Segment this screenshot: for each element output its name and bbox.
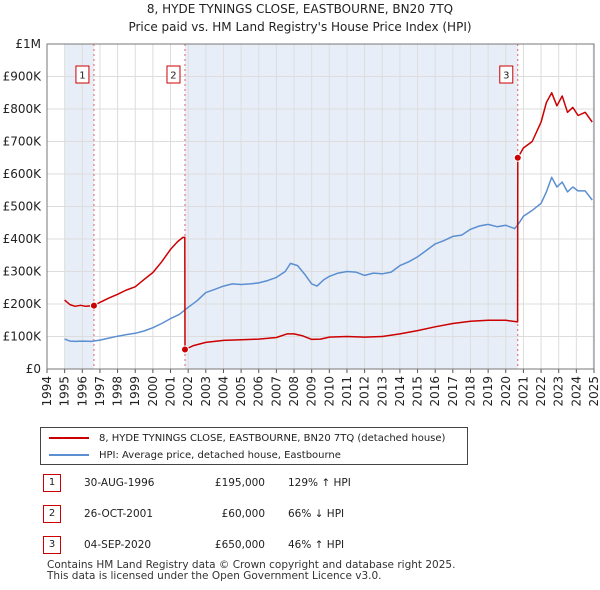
y-tick-label: £300K [3, 265, 43, 279]
x-tick-label: 2021 [516, 376, 530, 407]
x-tick-label: 2008 [287, 376, 301, 407]
x-tick-label: 2016 [428, 376, 442, 407]
x-tick-label: 1998 [111, 376, 125, 407]
transaction-point [89, 301, 98, 310]
transaction-hpi-change: 66% ↓ HPI [288, 508, 345, 520]
y-tick-label: £400K [3, 232, 43, 246]
footer-copyright: Contains HM Land Registry data © Crown c… [47, 559, 456, 571]
y-tick-label: £0 [26, 362, 41, 376]
transaction-label-box [499, 65, 514, 84]
y-tick-label: £500K [3, 200, 43, 214]
transaction-label: 2 [170, 71, 176, 82]
x-tick-label: 1995 [58, 376, 72, 407]
price-chart: 8, HYDE TYNINGS CLOSE, EASTBOURNE, BN20 … [3, 2, 600, 407]
x-tick-label: 2006 [252, 376, 266, 407]
y-tick-label: £800K [3, 102, 43, 116]
x-tick-label: 2003 [199, 376, 213, 407]
x-tick-label: 2012 [358, 376, 372, 407]
transaction-label-box [75, 65, 90, 84]
y-tick-label: £700K [3, 135, 43, 149]
hpi-series-line [64, 176, 593, 343]
x-tick-label: 2018 [463, 376, 477, 407]
x-tick-label: 2001 [164, 376, 178, 407]
transaction-date: 04-SEP-2020 [84, 539, 152, 551]
transaction-label: 1 [79, 71, 85, 82]
x-tick-label: 2017 [446, 376, 460, 407]
x-tick-label: 2005 [234, 376, 248, 407]
legend-label-hpi: HPI: Average price, detached house, East… [99, 449, 341, 461]
x-tick-label: 1996 [75, 376, 89, 407]
plot-frame [46, 43, 595, 370]
property-series-line [64, 92, 593, 351]
x-tick-label: 1999 [128, 376, 142, 407]
chart-title: 8, HYDE TYNINGS CLOSE, EASTBOURNE, BN20 … [147, 2, 453, 16]
legend-swatch-property [49, 437, 89, 439]
x-tick-label: 2015 [411, 376, 425, 407]
transaction-label: 3 [503, 71, 509, 82]
x-tick-label: 2024 [569, 376, 583, 407]
x-tick-label: 2000 [146, 376, 160, 407]
y-tick-label: £600K [3, 167, 43, 181]
x-tick-label: 2025 [587, 376, 600, 407]
transaction-hpi-change: 129% ↑ HPI [288, 477, 351, 489]
x-tick-label: 2013 [375, 376, 389, 407]
footer-license: This data is licensed under the Open Gov… [47, 570, 382, 582]
transaction-number: 1 [43, 474, 61, 492]
x-tick-label: 1997 [93, 376, 107, 407]
transaction-price: £650,000 [214, 539, 265, 551]
x-tick-label: 2004 [216, 376, 230, 407]
transaction-price: £60,000 [221, 508, 265, 520]
x-tick-label: 2009 [305, 376, 319, 407]
x-tick-label: 2020 [499, 376, 513, 407]
transaction-point [513, 153, 522, 162]
y-tick-label: £200K [3, 297, 43, 311]
legend-label-property: 8, HYDE TYNINGS CLOSE, EASTBOURNE, BN20 … [99, 432, 446, 444]
transaction-date: 30-AUG-1996 [84, 477, 155, 489]
x-tick-label: 1994 [40, 376, 54, 407]
transaction-date: 26-OCT-2001 [84, 508, 153, 520]
y-tick-label: £1M [15, 37, 41, 51]
transaction-number: 3 [43, 536, 61, 554]
x-tick-label: 2022 [534, 376, 548, 407]
footer: Contains HM Land Registry data © Crown c… [47, 560, 455, 582]
transaction-point [180, 345, 189, 354]
legend-item-property: 8, HYDE TYNINGS CLOSE, EASTBOURNE, BN20 … [49, 431, 445, 445]
x-tick-label: 2023 [552, 376, 566, 407]
transaction-label-box [166, 65, 181, 84]
transaction-hpi-change: 46% ↑ HPI [288, 539, 345, 551]
x-tick-label: 2011 [340, 376, 354, 407]
legend-item-hpi: HPI: Average price, detached house, East… [49, 448, 341, 462]
x-tick-label: 2007 [269, 376, 283, 407]
x-tick-label: 2010 [322, 376, 336, 407]
transaction-price: £195,000 [214, 477, 265, 489]
legend-swatch-hpi [49, 454, 89, 456]
y-tick-label: £100K [3, 330, 43, 344]
x-tick-label: 2019 [481, 376, 495, 407]
transaction-number: 2 [43, 505, 61, 523]
y-tick-label: £900K [3, 70, 43, 84]
x-tick-label: 2002 [181, 376, 195, 407]
legend: 8, HYDE TYNINGS CLOSE, EASTBOURNE, BN20 … [40, 427, 468, 465]
chart-subtitle: Price paid vs. HM Land Registry's House … [128, 20, 471, 34]
x-tick-label: 2014 [393, 376, 407, 407]
